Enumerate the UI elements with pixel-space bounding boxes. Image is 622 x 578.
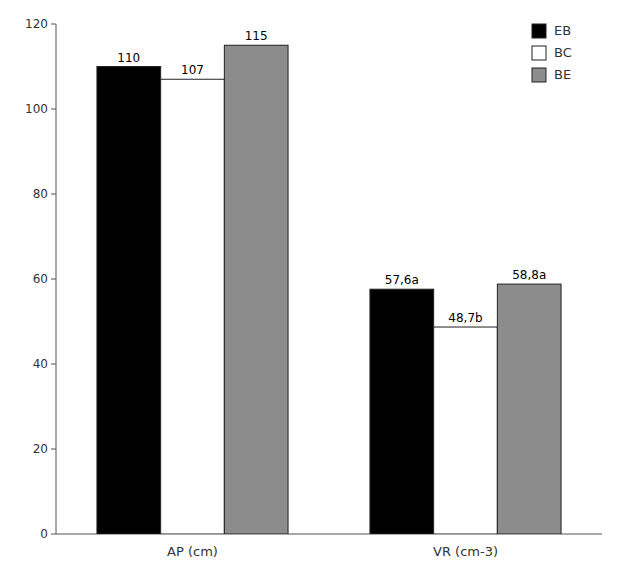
data-label: 57,6a (385, 273, 419, 287)
bar (370, 289, 434, 534)
bars (97, 45, 561, 534)
legend-label: BC (554, 45, 572, 60)
data-label: 115 (245, 29, 268, 43)
y-tick-label: 100 (25, 102, 48, 116)
legend-swatch (532, 68, 546, 82)
bar (224, 45, 288, 534)
y-tick-label: 40 (33, 357, 48, 371)
y-tick-label: 20 (33, 442, 48, 456)
y-tick (51, 109, 56, 110)
y-tick-label: 120 (25, 17, 48, 31)
data-label: 58,8a (512, 268, 546, 282)
y-tick-label: 0 (40, 527, 48, 541)
y-tick (51, 449, 56, 450)
legend-label: BE (554, 67, 571, 82)
chart: 020406080100120AP (cm)VR (cm-3)11057,6a1… (0, 0, 622, 578)
y-tick (51, 279, 56, 280)
bar (97, 67, 161, 535)
data-label: 110 (117, 51, 140, 65)
y-tick (51, 194, 56, 195)
data-label: 48,7b (448, 311, 482, 325)
x-tick-label: AP (cm) (167, 544, 218, 559)
data-label: 107 (181, 63, 204, 77)
legend-swatch (532, 46, 546, 60)
bar (497, 284, 561, 534)
chart-container: 020406080100120AP (cm)VR (cm-3)11057,6a1… (0, 0, 622, 578)
y-tick-label: 60 (33, 272, 48, 286)
legend: EB BC BE (532, 23, 572, 83)
bar (434, 327, 498, 534)
legend-label: EB (554, 23, 571, 38)
legend-swatch (532, 24, 546, 38)
x-tick-label: VR (cm-3) (433, 544, 498, 559)
bar (161, 79, 225, 534)
y-tick (51, 364, 56, 365)
data-labels: 110 57,6a 107 48,7b 115 58,8a (117, 29, 546, 325)
y-tick-label: 80 (33, 187, 48, 201)
y-tick (51, 24, 56, 25)
y-tick (51, 534, 56, 535)
